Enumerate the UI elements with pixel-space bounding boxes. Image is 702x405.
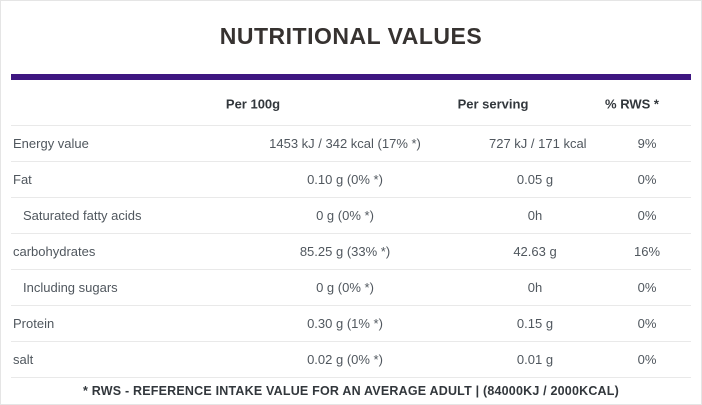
rws-value: 9% bbox=[637, 136, 657, 151]
nutrient-label: salt bbox=[13, 352, 34, 367]
rws-value: 0% bbox=[637, 172, 657, 187]
nutrient-label: Including sugars bbox=[23, 280, 118, 295]
nutrient-label: carbohydrates bbox=[13, 244, 96, 259]
per-serving-value: 727 kJ / 171 kcal bbox=[489, 136, 587, 151]
table-row-saturated-fat: Saturated fatty acids 0 g (0% *) 0h 0% bbox=[11, 198, 691, 234]
column-header-rws: % RWS * bbox=[605, 96, 659, 112]
per-100g-value: 1453 kJ / 342 kcal (17% *) bbox=[269, 136, 421, 151]
per-100g-value: 0 g (0% *) bbox=[316, 208, 374, 223]
table-row-fat: Fat 0.10 g (0% *) 0.05 g 0% bbox=[11, 162, 691, 198]
nutrient-label: Saturated fatty acids bbox=[23, 208, 142, 223]
per-100g-value: 85.25 g (33% *) bbox=[299, 244, 391, 259]
rws-value: 0% bbox=[637, 280, 657, 295]
per-serving-value: 0h bbox=[527, 208, 543, 223]
rws-value: 0% bbox=[637, 208, 657, 223]
nutrient-label: Energy value bbox=[13, 136, 89, 151]
per-100g-value: 0.10 g (0% *) bbox=[307, 172, 383, 187]
nutrient-label: Fat bbox=[13, 172, 32, 187]
column-header-per-serving: Per serving bbox=[457, 96, 529, 112]
per-serving-value: 0.01 g bbox=[516, 352, 554, 367]
rws-value: 16% bbox=[633, 244, 661, 259]
table-header-row: Per 100g Per serving % RWS * bbox=[11, 80, 691, 126]
rws-footnote: * RWS - REFERENCE INTAKE VALUE FOR AN AV… bbox=[83, 384, 619, 398]
table-row-protein: Protein 0.30 g (1% *) 0.15 g 0% bbox=[11, 306, 691, 342]
table-row-energy: Energy value 1453 kJ / 342 kcal (17% *) … bbox=[11, 126, 691, 162]
rws-value: 0% bbox=[637, 352, 657, 367]
table-row-salt: salt 0.02 g (0% *) 0.01 g 0% bbox=[11, 342, 691, 378]
per-100g-value: 0.30 g (1% *) bbox=[307, 316, 383, 331]
per-serving-value: 0h bbox=[527, 280, 543, 295]
accent-divider bbox=[11, 74, 691, 80]
per-100g-value: 0 g (0% *) bbox=[316, 280, 374, 295]
per-serving-value: 42.63 g bbox=[513, 244, 557, 259]
table-row-sugars: Including sugars 0 g (0% *) 0h 0% bbox=[11, 270, 691, 306]
rws-value: 0% bbox=[637, 316, 657, 331]
per-100g-value: 0.02 g (0% *) bbox=[307, 352, 383, 367]
page-title: NUTRITIONAL VALUES bbox=[219, 23, 483, 49]
table-row-carbohydrates: carbohydrates 85.25 g (33% *) 42.63 g 16… bbox=[11, 234, 691, 270]
nutrient-label: Protein bbox=[13, 316, 55, 331]
per-serving-value: 0.05 g bbox=[516, 172, 554, 187]
per-serving-value: 0.15 g bbox=[516, 316, 554, 331]
column-header-per-100g: Per 100g bbox=[225, 96, 281, 112]
